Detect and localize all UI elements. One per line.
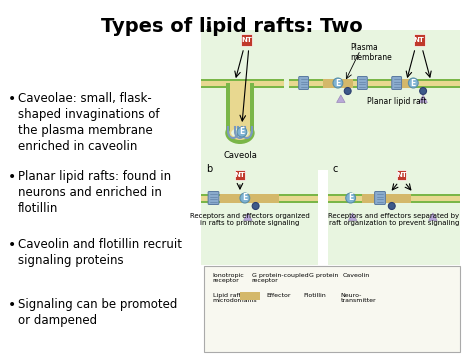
Text: b: b: [206, 164, 212, 174]
Circle shape: [419, 87, 427, 94]
FancyBboxPatch shape: [374, 191, 385, 204]
Text: Lipid raft
microdomains: Lipid raft microdomains: [212, 293, 257, 304]
FancyBboxPatch shape: [392, 76, 401, 89]
Text: Planar lipid rafts: found in
neurons and enriched in
flotillin: Planar lipid rafts: found in neurons and…: [18, 170, 171, 215]
Bar: [323, 78, 353, 87]
Circle shape: [285, 292, 295, 302]
Text: G protein-coupled
receptor: G protein-coupled receptor: [252, 273, 308, 283]
Bar: [392, 78, 416, 87]
Circle shape: [388, 202, 395, 209]
Bar: [230, 83, 250, 133]
Text: Effector: Effector: [266, 293, 291, 298]
Bar: [289, 81, 460, 86]
Text: NT: NT: [414, 37, 425, 43]
Ellipse shape: [231, 128, 249, 138]
Bar: [220, 193, 279, 202]
Circle shape: [346, 193, 356, 203]
Circle shape: [344, 87, 351, 94]
FancyBboxPatch shape: [235, 276, 243, 288]
Text: •: •: [8, 298, 16, 312]
Text: •: •: [8, 92, 16, 106]
Text: E: E: [335, 78, 340, 87]
FancyBboxPatch shape: [299, 76, 309, 89]
Text: Neuro-
transmitter: Neuro- transmitter: [341, 293, 376, 304]
Bar: [328, 193, 460, 202]
Text: Plasma
membrane: Plasma membrane: [351, 43, 392, 62]
Bar: [201, 30, 460, 170]
Text: E: E: [348, 193, 353, 202]
Text: Planar lipid raft: Planar lipid raft: [367, 97, 427, 106]
Text: Signaling can be promoted
or dampened: Signaling can be promoted or dampened: [18, 298, 177, 327]
Text: Caveolin: Caveolin: [343, 273, 370, 278]
Text: Ionotropic
receptor: Ionotropic receptor: [212, 273, 244, 283]
Bar: [328, 170, 460, 265]
Text: Receptors and effectors organized
in rafts to promote signaling: Receptors and effectors organized in raf…: [190, 213, 310, 226]
Circle shape: [237, 127, 247, 137]
FancyBboxPatch shape: [208, 191, 219, 204]
Text: E: E: [242, 193, 247, 202]
Bar: [240, 292, 260, 300]
Text: E: E: [239, 127, 245, 137]
Ellipse shape: [225, 122, 255, 144]
Circle shape: [240, 193, 250, 203]
Text: NT: NT: [235, 172, 246, 178]
Text: Types of lipid rafts: Two: Types of lipid rafts: Two: [101, 17, 363, 36]
Ellipse shape: [229, 126, 251, 140]
Text: Caveola: Caveola: [223, 151, 257, 160]
Text: NT: NT: [396, 172, 407, 178]
Text: •: •: [8, 238, 16, 252]
Text: NT: NT: [241, 37, 252, 43]
Circle shape: [322, 293, 330, 301]
Text: E: E: [410, 78, 416, 87]
Text: •: •: [8, 170, 16, 184]
Text: a: a: [206, 24, 212, 34]
Text: NT: NT: [381, 295, 389, 300]
Bar: [201, 193, 319, 202]
FancyBboxPatch shape: [292, 276, 300, 288]
Text: Caveolae: small, flask-
shaped invaginations of
the plasma membrane
enriched in : Caveolae: small, flask- shaped invaginat…: [18, 92, 159, 153]
Text: c: c: [333, 164, 338, 174]
Bar: [328, 196, 460, 201]
Circle shape: [252, 202, 259, 209]
FancyBboxPatch shape: [357, 76, 367, 89]
Bar: [289, 78, 460, 87]
Bar: [226, 83, 254, 133]
Text: Caveolin and flotillin recruit
signaling proteins: Caveolin and flotillin recruit signaling…: [18, 238, 182, 267]
Bar: [363, 193, 411, 202]
Text: E: E: [287, 293, 292, 301]
Bar: [201, 78, 284, 87]
Bar: [201, 81, 284, 86]
Text: G protein: G protein: [310, 273, 339, 278]
Bar: [201, 170, 319, 265]
Circle shape: [333, 78, 343, 88]
Bar: [201, 196, 319, 201]
Text: Receptors and effectors separated by
raft organization to prevent signaling: Receptors and effectors separated by raf…: [328, 213, 459, 226]
Circle shape: [409, 78, 418, 88]
FancyBboxPatch shape: [204, 266, 460, 352]
Text: Flotillin: Flotillin: [304, 293, 327, 298]
